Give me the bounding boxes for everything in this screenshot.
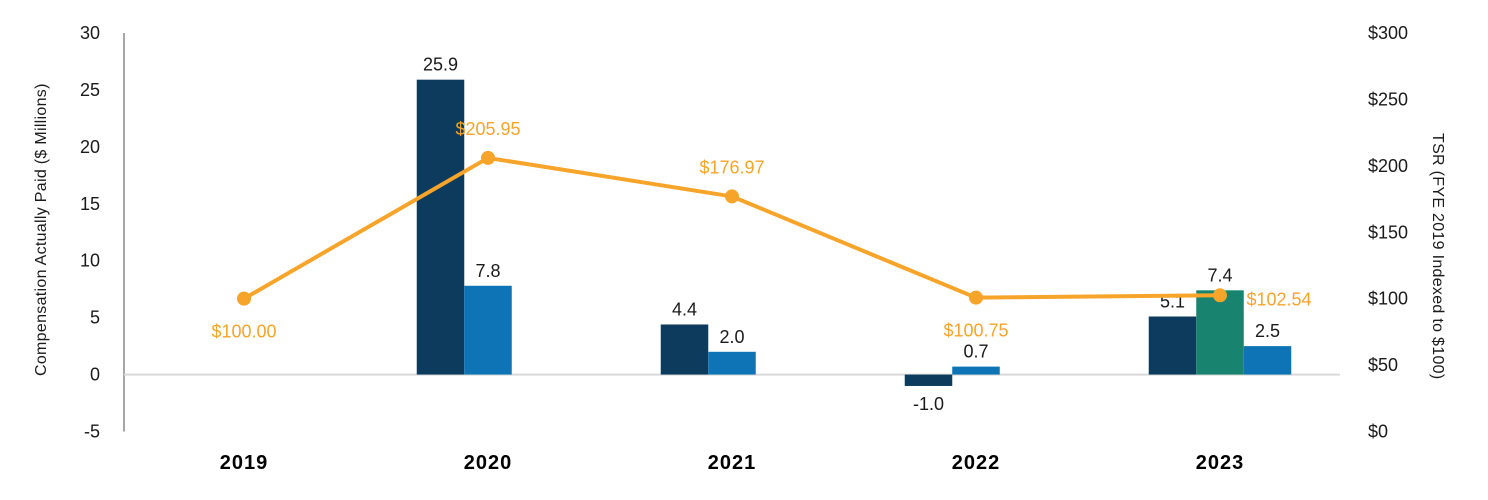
tsr-marker-2022 [969,290,983,305]
bar-teal-bars-2023 [1196,290,1244,375]
tsr-label-2019: $100.00 [211,322,276,342]
bar-dark-navy-bars-2022 [904,374,953,386]
year-label-2021: 2021 [708,452,757,474]
tsr-marker-2020 [481,150,495,165]
bar-label-dark-navy-bars-2021: 4.4 [672,299,697,319]
bar-label-dark-navy-bars-2020: 25.9 [423,55,458,75]
tsr-marker-2019 [237,291,251,306]
left-tick-20: 20 [80,137,100,157]
tsr-label-2023: $102.54 [1246,289,1311,309]
bar-dark-navy-bars-2021 [660,324,709,375]
year-label-2022: 2022 [952,452,1001,474]
left-tick-25: 25 [80,80,100,100]
left-tick-0: 0 [90,365,100,385]
right-tick-$300: $300 [1368,23,1408,43]
bar-label-light-blue-bars-2022: 0.7 [963,342,988,362]
year-label-2023: 2023 [1196,452,1245,474]
year-label-2020: 2020 [464,452,513,474]
tsr-line [243,155,1221,301]
bar-label-light-blue-bars-2020: 7.8 [475,261,500,281]
tsr-label-2022: $100.75 [943,321,1008,341]
right-tick-$200: $200 [1368,156,1408,176]
bar-light-blue-bars-2020 [464,285,512,375]
bar-light-blue-bars-2022 [952,366,1000,375]
right-tick-$50: $50 [1368,355,1398,375]
left-tick-30: 30 [80,23,100,43]
bar-label-light-blue-bars-2021: 2.0 [719,327,744,347]
tsr-marker-2021 [725,189,739,204]
right-tick-$100: $100 [1368,289,1408,309]
right-tick-$250: $250 [1368,89,1408,109]
bar-label-light-blue-bars-2023: 2.5 [1255,321,1280,341]
left-tick-10: 10 [80,251,100,271]
right-tick-$0: $0 [1368,422,1388,442]
tsr-label-2020: $205.95 [455,119,520,139]
left-tick-15: 15 [80,194,100,214]
year-label-2019: 2019 [220,452,269,474]
bar-light-blue-bars-2021 [708,351,756,375]
left-tick-5: 5 [90,308,100,328]
left-tick--5: -5 [84,422,100,442]
bar-dark-navy-bars-2023 [1148,316,1197,375]
bar-label-teal-bars-2023: 7.4 [1207,265,1232,285]
right-tick-$150: $150 [1368,222,1408,242]
bar-label-dark-navy-bars-2022: -1.0 [913,394,944,414]
bar-light-blue-bars-2023 [1243,346,1292,375]
tsr-marker-2023 [1213,288,1227,303]
tsr-label-2021: $176.97 [699,157,764,177]
bar-dark-navy-bars-2020 [416,79,465,375]
right-axis-title: TSR (FYE 2019 Indexed to $100) [1429,132,1446,380]
